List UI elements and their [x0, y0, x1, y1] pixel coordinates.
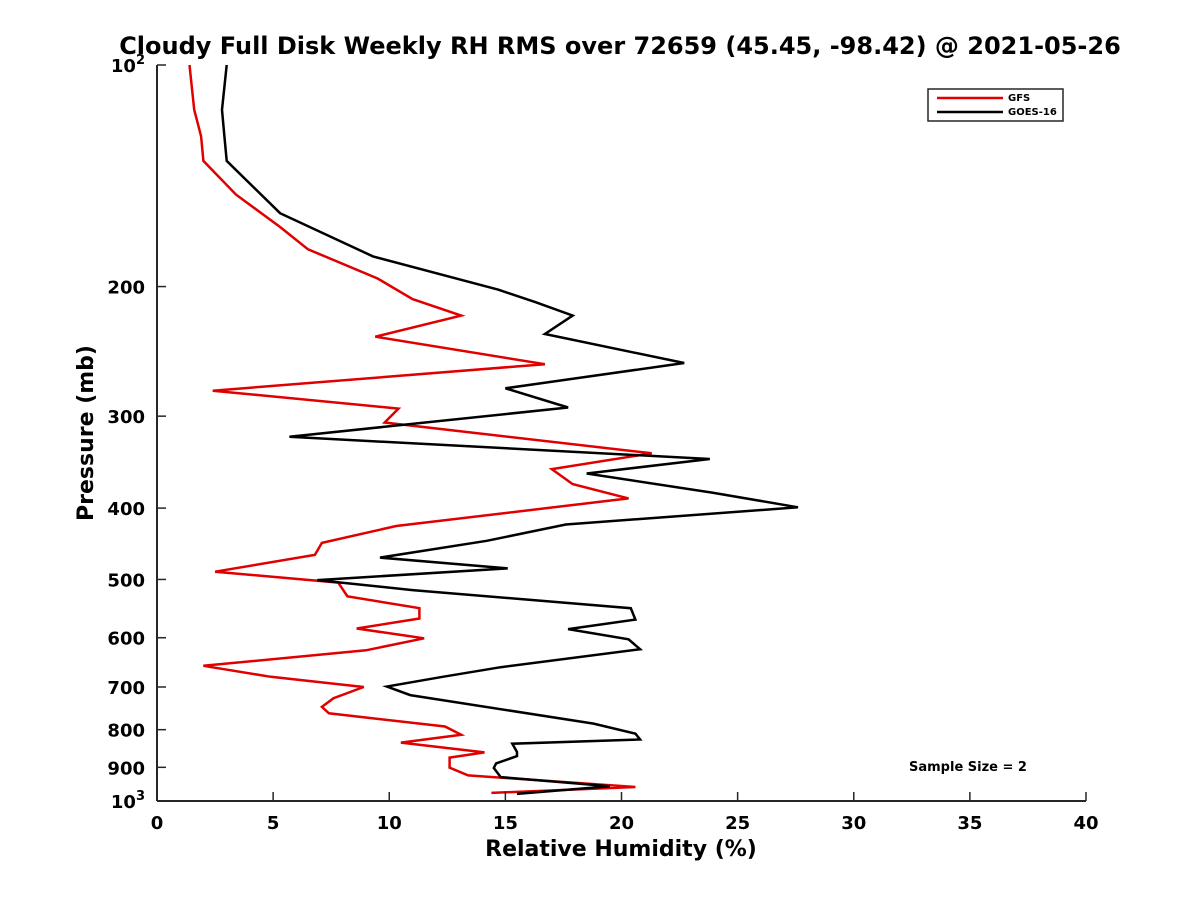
y-ticks: 102 200 300 400 500 600 700 800 900 103 [107, 53, 166, 813]
legend: GFS GOES-16 [927, 88, 1064, 122]
x-axis-label: Relative Humidity (%) [485, 837, 757, 862]
series-line-goes16 [220, 64, 799, 796]
x-tick-label: 40 [1073, 813, 1098, 834]
legend-box [927, 88, 1064, 122]
x-ticks: 0 5 10 15 20 25 30 35 40 [151, 792, 1099, 834]
x-tick-label: 5 [267, 813, 280, 834]
x-tick-label: 20 [609, 813, 634, 834]
legend-label-goes16: GOES-16 [1008, 107, 1057, 118]
x-tick-label: 30 [841, 813, 866, 834]
y-tick-label: 103 [111, 789, 145, 813]
x-tick-label: 35 [957, 813, 982, 834]
sample-size-annotation: Sample Size = 2 [909, 760, 1027, 775]
y-tick-label: 300 [107, 407, 145, 428]
series-layer [188, 64, 799, 796]
y-tick-label: 900 [107, 758, 145, 779]
legend-label-gfs: GFS [1008, 93, 1030, 104]
y-tick-label: 102 [111, 53, 145, 77]
x-tick-label: 0 [151, 813, 164, 834]
y-tick-label: 700 [107, 678, 145, 699]
y-tick-label: 500 [107, 570, 145, 591]
chart-title: Cloudy Full Disk Weekly RH RMS over 7265… [119, 32, 1121, 60]
y-tick-label: 600 [107, 629, 145, 650]
axes [156, 65, 1086, 802]
y-tick-label: 400 [107, 499, 145, 520]
y-tick-label: 200 [107, 278, 145, 299]
x-tick-label: 10 [377, 813, 402, 834]
y-tick-label: 800 [107, 721, 145, 742]
series-line-gfs [188, 64, 652, 795]
x-tick-label: 25 [725, 813, 750, 834]
x-tick-label: 15 [493, 813, 518, 834]
y-axis-label: Pressure (mb) [74, 345, 99, 521]
